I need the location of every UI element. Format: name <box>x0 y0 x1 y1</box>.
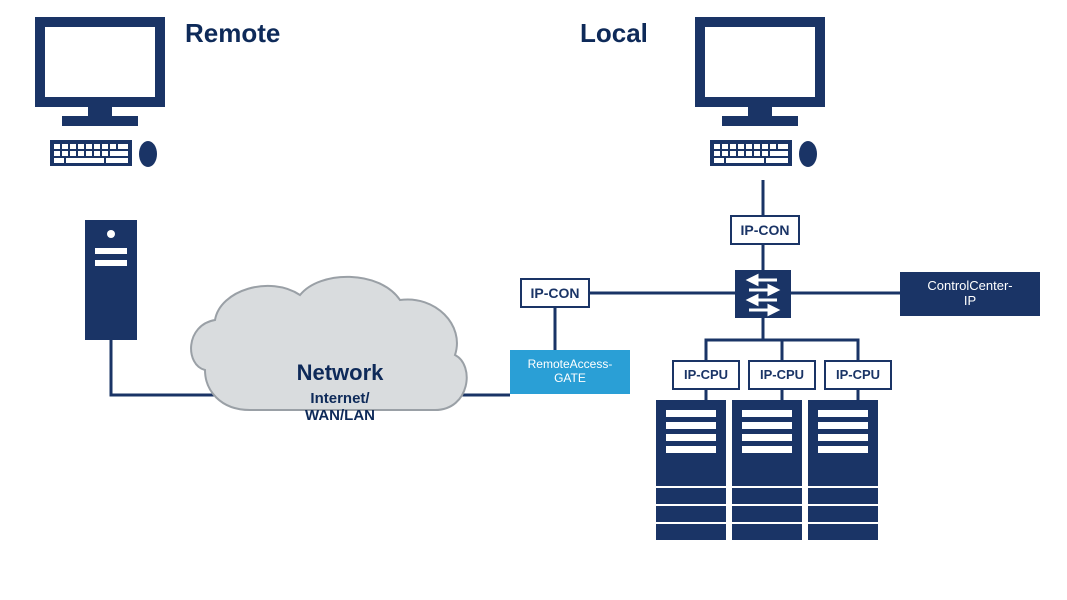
remote-pc-icon <box>40 22 160 167</box>
switch-icon <box>735 270 791 318</box>
cloud-title: Network <box>280 360 400 386</box>
servers-group <box>656 400 878 540</box>
node-control-center: ControlCenter- IP <box>900 272 1040 316</box>
node-ipcpu-3: IP-CPU <box>824 360 892 390</box>
node-ipcon-left: IP-CON <box>520 278 590 308</box>
node-remote-gate: RemoteAccess- GATE <box>510 350 630 394</box>
cloud-subtitle: Internet/ WAN/LAN <box>280 390 400 424</box>
node-ipcpu-1: IP-CPU <box>672 360 740 390</box>
remote-tower-icon <box>85 220 137 340</box>
node-ipcpu-2: IP-CPU <box>748 360 816 390</box>
node-ipcon-top: IP-CON <box>730 215 800 245</box>
local-pc-icon <box>700 22 820 167</box>
